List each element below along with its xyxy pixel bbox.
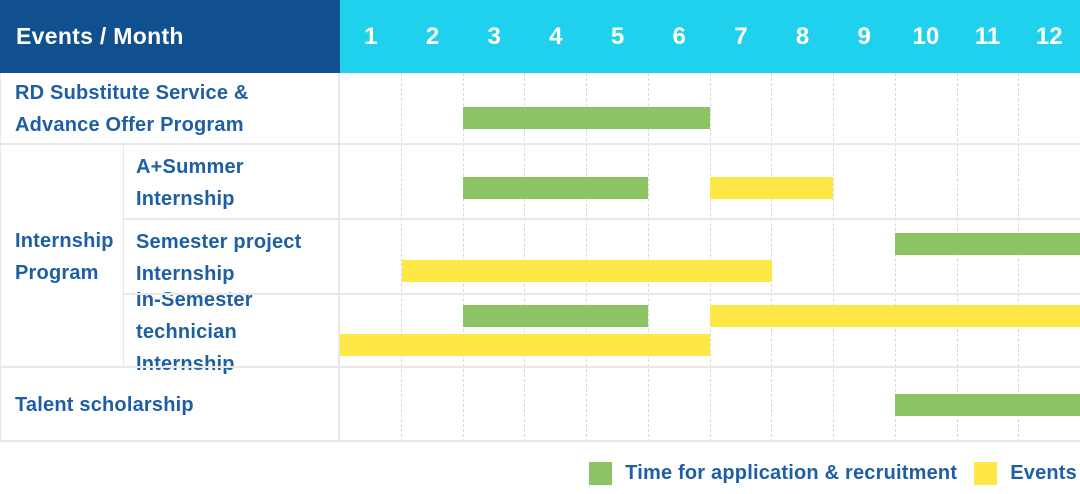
gantt-bar-green	[463, 107, 710, 129]
group-sublabel-divider	[123, 145, 124, 368]
gantt-bar-yellow	[710, 305, 1080, 327]
row-label-line: Semester project	[136, 230, 302, 253]
month-column	[711, 73, 773, 442]
row-label-line: technician Internship	[136, 320, 237, 375]
month-label: 8	[795, 22, 810, 50]
month-label: 9	[857, 22, 871, 50]
row-divider	[123, 293, 1080, 295]
month-label: 11	[974, 22, 1001, 50]
gantt-bar-yellow	[340, 334, 710, 356]
month-header: 1 2 3 4 5 6 7 8 9 10 11 12	[340, 0, 1080, 73]
group-label-line: Internship	[15, 229, 114, 252]
group-label-line: Program	[15, 261, 99, 284]
month-column	[402, 73, 464, 442]
legend: Time for application & recruitment Events	[589, 458, 1077, 488]
row-divider	[123, 218, 1080, 220]
row-label-line: A+Summer	[136, 155, 244, 178]
gantt-bar-green	[895, 394, 1080, 416]
gantt-bar-green	[895, 233, 1080, 255]
month-column	[958, 73, 1020, 442]
gantt-bar-yellow	[710, 177, 834, 199]
month-label: 5	[610, 22, 625, 50]
row-label-rd-substitute: RD Substitute Service & Advance Offer Pr…	[0, 73, 340, 145]
legend-item-events: Events	[974, 461, 1077, 485]
gantt-bar-yellow	[401, 260, 772, 282]
month-column	[649, 73, 711, 442]
legend-swatch-application_recruitment	[589, 461, 613, 485]
row-label-line: Talent scholarship	[15, 394, 194, 416]
month-column	[340, 73, 402, 442]
row-label-line: Internship	[136, 262, 235, 285]
legend-swatch-events	[974, 461, 998, 485]
month-label: 7	[734, 22, 748, 50]
bars-layer	[340, 73, 1080, 442]
legend-label: Time for application & recruitment	[625, 461, 958, 484]
row-label-line: In-Semester	[136, 288, 253, 311]
corner-header-title: Events / Month	[16, 23, 184, 49]
month-column	[525, 73, 587, 442]
month-label: 6	[672, 22, 686, 50]
label-grid-divider	[338, 73, 340, 442]
month-column	[896, 73, 958, 442]
group-label-internship-program: Internship Program	[0, 145, 123, 368]
month-column	[464, 73, 526, 442]
month-column	[834, 73, 896, 442]
table-left-border	[0, 73, 1, 442]
month-grid	[340, 73, 1080, 442]
row-divider	[0, 366, 1080, 368]
month-label: 3	[487, 22, 501, 50]
row-label-line: RD Substitute Service &	[15, 82, 249, 104]
month-column	[772, 73, 834, 442]
row-label-talent-scholarship: Talent scholarship	[0, 368, 340, 442]
row-label-line: Internship	[136, 187, 235, 210]
table-bottom-border	[0, 440, 1080, 442]
legend-item-application_recruitment: Time for application & recruitment	[589, 461, 958, 485]
row-divider	[0, 143, 1080, 145]
gantt-bar-green	[463, 305, 649, 327]
month-label: 2	[425, 22, 440, 50]
row-label-in-semester: In-Semester technician Internship	[123, 289, 340, 375]
month-label: 1	[364, 22, 378, 50]
month-label: 10	[912, 22, 940, 50]
row-label-a-summer: A+Summer Internship	[123, 145, 340, 220]
corner-header: Events / Month	[0, 0, 340, 73]
gantt-bar-green	[463, 177, 649, 199]
month-label: 4	[549, 22, 563, 50]
row-label-line: Advance Offer Program	[15, 114, 244, 136]
row-label-semester-project: Semester project Internship	[123, 220, 340, 295]
month-column	[587, 73, 649, 442]
month-label: 12	[1035, 22, 1063, 50]
legend-label: Events	[1010, 461, 1077, 484]
